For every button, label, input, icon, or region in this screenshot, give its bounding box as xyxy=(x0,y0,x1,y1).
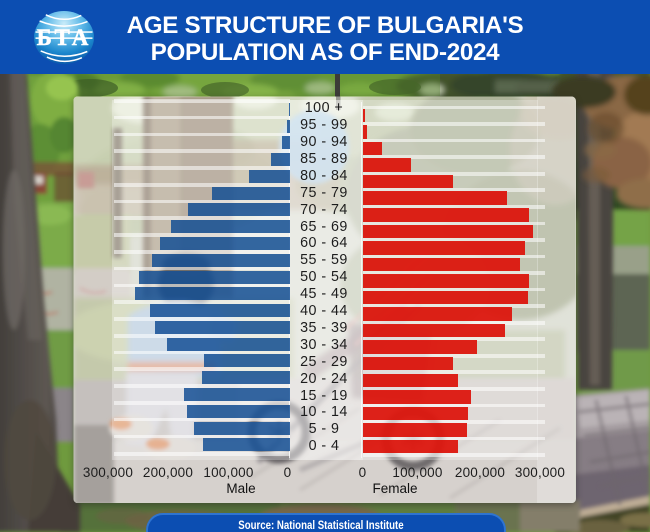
svg-text:БТА: БТА xyxy=(37,25,92,50)
